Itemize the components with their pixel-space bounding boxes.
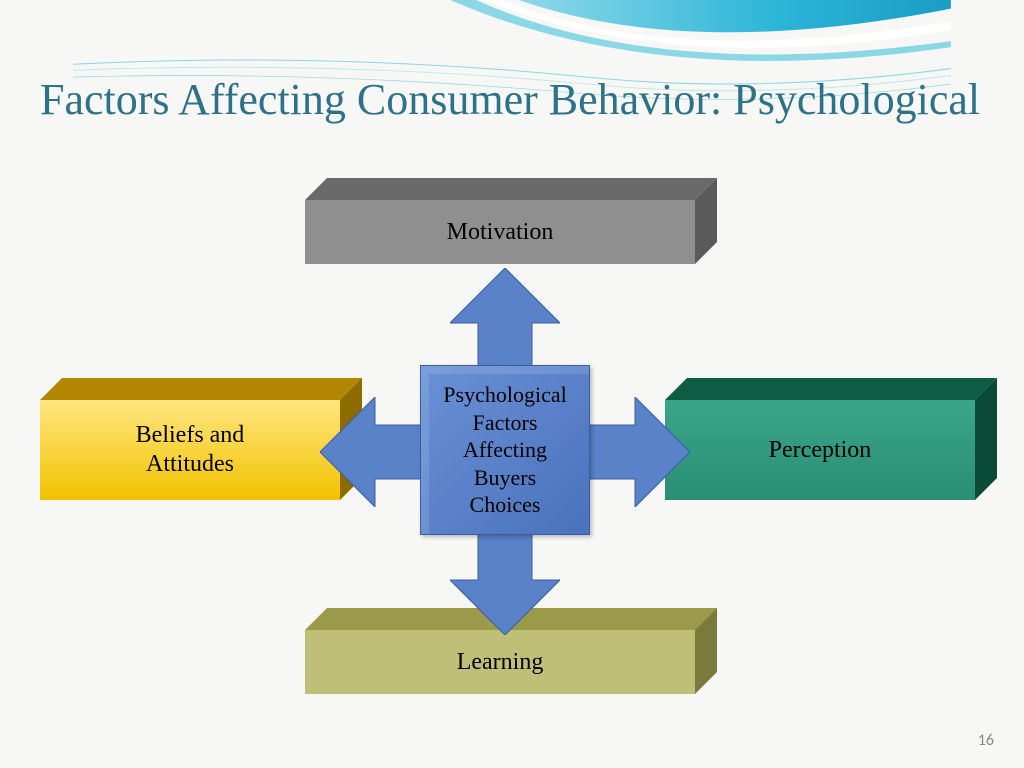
box-learning-label: Learning (457, 649, 544, 676)
center-box: Psychological Factors Affecting Buyers C… (420, 365, 590, 535)
arrow-down (450, 525, 560, 635)
center-box-label: Psychological Factors Affecting Buyers C… (443, 381, 566, 519)
box-perception-label: Perception (769, 437, 872, 464)
page-title: Factors Affecting Consumer Behavior: Psy… (40, 75, 980, 126)
arrow-right (580, 397, 690, 507)
arrow-up (450, 268, 560, 378)
diagram-container: Motivation Learning Beliefs and Attitude… (0, 190, 1024, 710)
box-motivation-label: Motivation (447, 219, 554, 246)
page-number: 16 (978, 731, 994, 750)
title-text: Factors Affecting Consumer Behavior: Psy… (40, 75, 980, 124)
page-number-text: 16 (978, 731, 994, 750)
arrow-left (320, 397, 430, 507)
box-beliefs-label: Beliefs and Attitudes (136, 421, 245, 479)
